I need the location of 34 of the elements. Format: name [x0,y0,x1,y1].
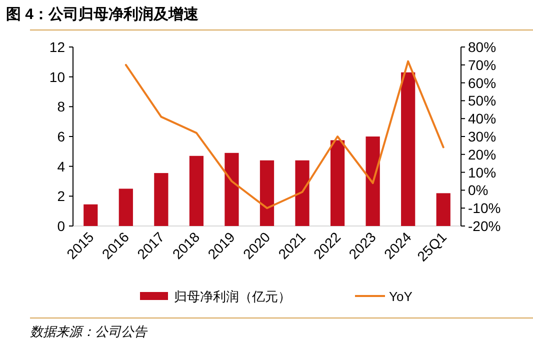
y2-tick-label: 20% [468,146,496,162]
bar [366,136,380,226]
bar [154,173,168,226]
legend-label: YoY [389,289,413,304]
legend-label: 归母净利润（亿元） [174,289,291,304]
y2-tick-label: 10% [468,164,496,180]
y2-tick-label: 0% [468,182,488,198]
y-tick-label: 12 [49,39,66,55]
y2-tick-label: 70% [468,56,496,73]
bar [330,140,345,226]
bar [118,188,133,226]
y-tick-label: 6 [57,128,66,144]
y-tick-label: 8 [57,98,66,115]
y-tick-label: 0 [57,218,66,234]
bar [436,193,450,226]
y2-tick-label: 40% [468,110,496,127]
y2-tick-label: 60% [468,74,496,91]
bar [260,160,274,226]
chart-title: 图 4：公司归母净利润及增速 [6,5,200,23]
bar [295,160,310,226]
y2-tick-label: -20% [468,218,501,234]
y2-tick-label: 50% [468,92,496,109]
line-series [124,60,444,210]
y-tick-label: 4 [57,158,66,174]
source-note: 数据来源：公司公告 [30,324,148,339]
y-tick-label: 10 [49,68,66,85]
y2-tick-label: 80% [468,39,496,55]
y2-tick-label: 30% [468,128,496,144]
y-tick-label: 2 [57,188,66,204]
bar [401,72,416,226]
bar [224,152,239,226]
bar [189,156,204,226]
y2-tick-label: -10% [468,200,501,216]
bar [84,204,98,226]
